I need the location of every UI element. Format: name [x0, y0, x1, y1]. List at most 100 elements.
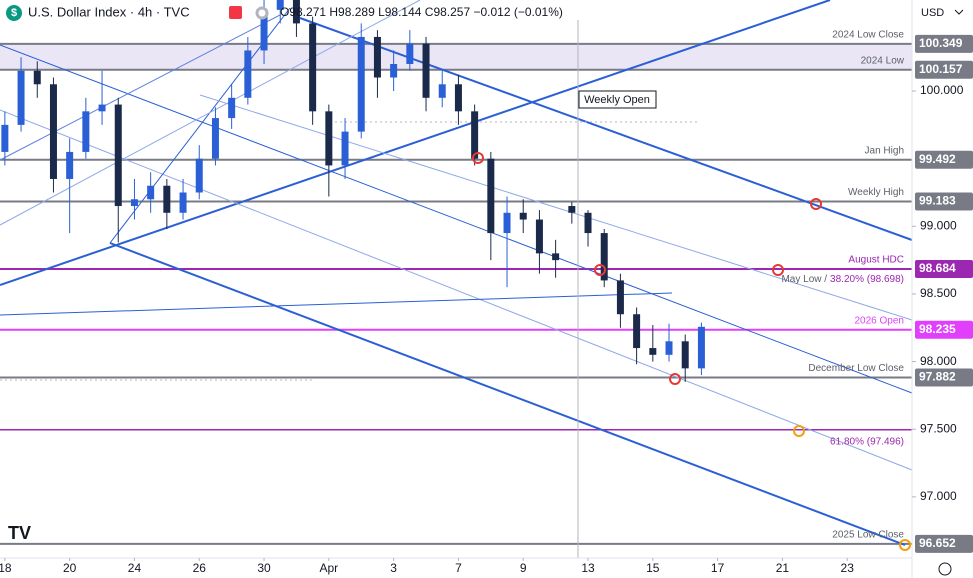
level-label: 2024 Low Close [832, 29, 904, 40]
level-label: Weekly High [848, 187, 904, 198]
y-tick-label: 98.000 [920, 354, 957, 368]
candle-body [147, 185, 155, 200]
candle-body [649, 348, 657, 355]
annotation: Weekly Open [584, 94, 650, 106]
candle-body [406, 43, 414, 64]
candle-body [292, 0, 300, 24]
candle-body [179, 192, 187, 213]
x-tick-label: 7 [455, 561, 462, 575]
candle-body [211, 118, 219, 159]
price-tag [915, 60, 973, 79]
fib-label: 38.20% (98.698) [830, 274, 904, 285]
trend-line [109, 7, 291, 244]
candle-body [260, 9, 268, 51]
candles [1, 0, 705, 382]
x-tick-label: 26 [193, 561, 207, 575]
candle-body [49, 84, 57, 179]
y-tick-label: 98.500 [920, 286, 957, 300]
price-tag [915, 192, 973, 211]
candle-body [341, 131, 349, 166]
x-tick-label: 24 [128, 561, 142, 575]
marker [669, 373, 681, 385]
x-tick-label: 15 [646, 561, 660, 575]
marker [772, 264, 784, 276]
x-tick-label: 20 [63, 561, 77, 575]
candle-body [82, 111, 90, 152]
symbol-icon [6, 5, 22, 21]
price-axis [912, 0, 973, 578]
candle-body [422, 43, 430, 98]
price-tag-label: 96.652 [919, 536, 956, 550]
candle-body [33, 70, 41, 85]
price-tag [915, 34, 973, 53]
trend-line [0, 109, 913, 471]
candle-body [1, 124, 9, 152]
x-tick-label: 30 [257, 561, 271, 575]
marker [472, 152, 484, 164]
price-tag-label: 100.157 [919, 62, 963, 76]
currency-caret [954, 9, 964, 15]
currency: USD [921, 7, 944, 19]
candle-body [276, 0, 284, 10]
candle-body [325, 111, 333, 166]
candle-body [390, 63, 398, 78]
time-axis [0, 558, 912, 578]
candle-body [373, 36, 381, 78]
level-band [0, 43, 912, 70]
price-tag-label: 98.684 [919, 261, 956, 275]
price-tag [915, 260, 973, 279]
level-label: December Low Close [808, 363, 904, 374]
candle-body [519, 212, 527, 220]
trend-line [109, 242, 906, 546]
candle-body [584, 212, 592, 234]
trend-lines [0, 0, 913, 558]
trend-line [0, 292, 673, 316]
level-label: August HDC [848, 255, 904, 266]
candle-body [130, 199, 138, 207]
flag-icon[interactable] [229, 6, 242, 19]
candle-body [114, 104, 122, 207]
candle-body [487, 158, 495, 234]
candle-body [66, 151, 74, 179]
candle-body [357, 36, 365, 132]
x-tick-label: 3 [390, 561, 397, 575]
trend-line [199, 94, 913, 321]
x-tick-label: Apr [319, 561, 338, 575]
trend-line [299, 17, 913, 241]
y-tick-label: 97.500 [920, 421, 957, 435]
axis-labels: 97.000 97.500 98.000 98.500 99.000 100.000 18 2… [0, 83, 964, 575]
marker [793, 425, 805, 437]
price-tag [915, 150, 973, 169]
trend-line [0, 0, 831, 286]
price-tag-label: 99.183 [919, 194, 956, 208]
x-tick-label: 17 [711, 561, 725, 575]
level-label: 2025 Low Close [832, 530, 904, 541]
price-tags: 100.349 100.157 99.492 99.183 98.684 98.235 97… [915, 34, 973, 553]
marker [594, 264, 606, 276]
x-tick-label: 23 [841, 561, 855, 575]
candle-body [244, 50, 252, 98]
fib-name: May Low / [781, 274, 827, 285]
marker [899, 539, 911, 551]
currency-button[interactable] [916, 3, 968, 23]
symbol-title: U.S. Dollar Index · 4h · TVC [28, 4, 190, 19]
candle-body [228, 97, 236, 119]
candle-body [600, 233, 608, 281]
y-tick-label: 99.000 [920, 218, 957, 232]
candle-body [535, 219, 543, 254]
level-label: Jan High [865, 145, 904, 156]
tv-logo: TV [8, 523, 31, 543]
settings-icon[interactable] [938, 562, 952, 576]
status-icon [255, 6, 269, 20]
candle-body [697, 326, 705, 369]
level-label: 2026 Open [855, 315, 905, 326]
marker [810, 198, 822, 210]
candle-body [195, 158, 203, 193]
levels [0, 42, 912, 545]
trend-line [0, 44, 913, 394]
candle-body [163, 185, 171, 213]
level-labels: 2024 Low Close 2024 Low Jan High Weekly Hig… [781, 29, 904, 540]
y-tick-label: 97.000 [920, 489, 957, 503]
